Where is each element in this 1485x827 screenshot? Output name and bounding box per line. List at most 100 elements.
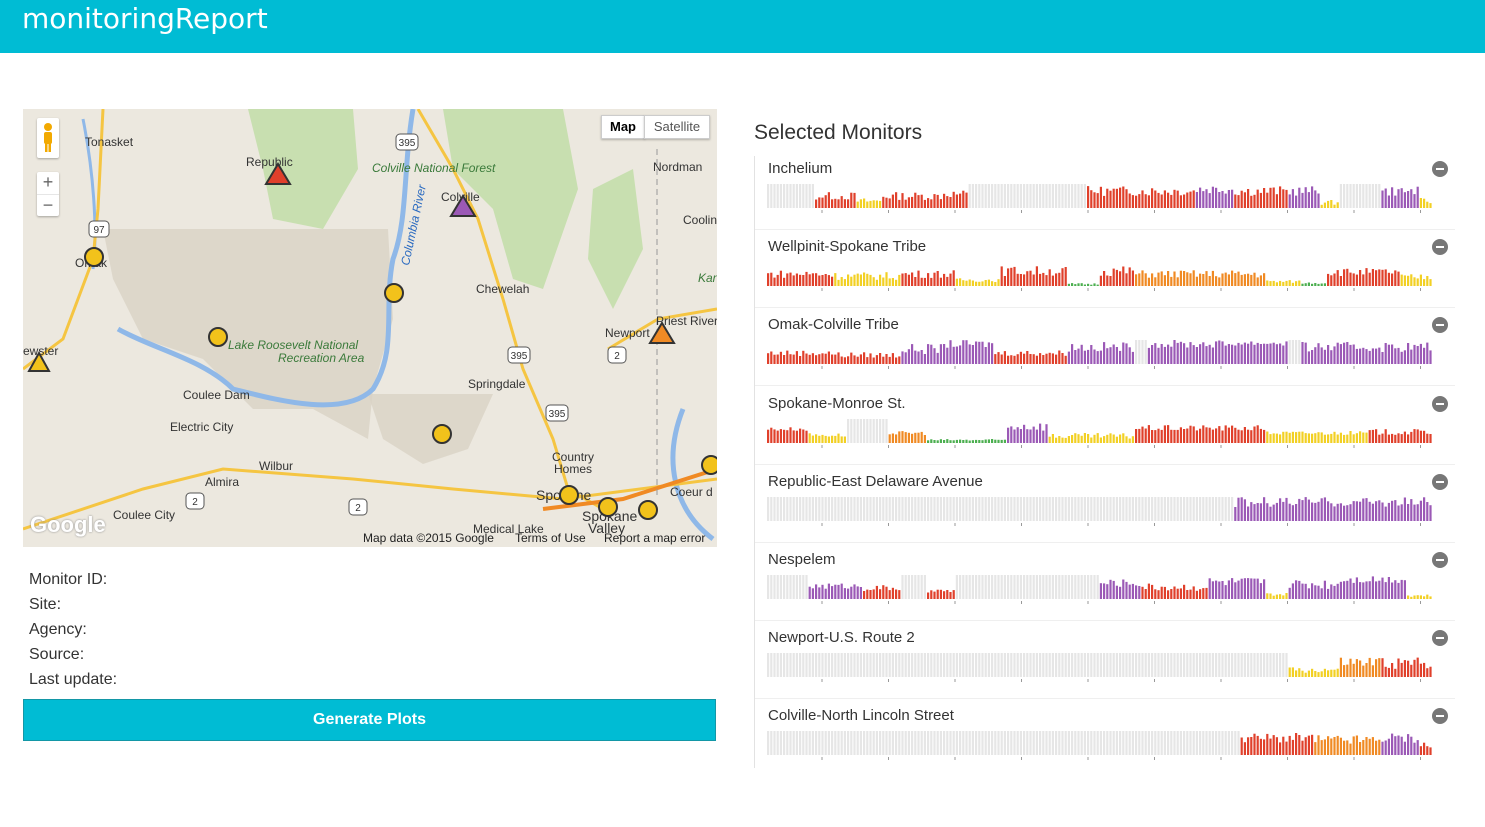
monitor-marker[interactable] xyxy=(638,500,658,520)
sparkline-bar xyxy=(1221,273,1224,286)
sparkline-bar xyxy=(789,497,792,521)
sparkline-bar xyxy=(991,439,994,443)
sparkline-bar xyxy=(1234,731,1237,755)
sparkline-bar xyxy=(1327,434,1330,443)
remove-monitor-icon[interactable] xyxy=(1432,474,1448,490)
generate-plots-button[interactable]: Generate Plots xyxy=(23,699,716,741)
sparkline-bar xyxy=(1247,506,1250,521)
monitor-marker[interactable] xyxy=(598,497,618,517)
sparkline-bar xyxy=(843,588,846,599)
remove-monitor-icon[interactable] xyxy=(1432,630,1448,646)
sparkline-bar xyxy=(1269,281,1272,286)
sparkline-bar xyxy=(1199,497,1202,521)
sparkline-bar xyxy=(888,434,891,443)
monitor-marker[interactable] xyxy=(559,485,579,505)
sparkline-bar xyxy=(1135,195,1138,208)
sparkline-bar xyxy=(1211,497,1214,521)
sparkline-bar xyxy=(1157,497,1160,521)
sparkline-bar xyxy=(837,352,840,364)
report-map-error-link[interactable]: Report a map error xyxy=(604,531,706,545)
zoom-in-button[interactable]: + xyxy=(42,172,54,192)
sparkline-bar xyxy=(1026,271,1029,286)
sparkline-bar xyxy=(1375,270,1378,286)
sparkline-bar xyxy=(971,575,974,599)
sparkline-bar xyxy=(1333,204,1336,208)
place-label: Republic xyxy=(246,155,293,169)
map-type-map-button[interactable]: Map xyxy=(601,115,645,139)
monitor-marker[interactable] xyxy=(432,424,452,444)
sparkline-bar xyxy=(1115,731,1118,755)
remove-monitor-icon[interactable] xyxy=(1432,161,1448,177)
sparkline-bar xyxy=(1282,189,1285,208)
sparkline-bar xyxy=(1080,184,1083,208)
sparkline-bar xyxy=(1083,731,1086,755)
sparkline-bar xyxy=(1320,204,1323,208)
terms-of-use-link[interactable]: Terms of Use xyxy=(515,531,586,545)
monitor-marker[interactable] xyxy=(384,283,404,303)
route-shield: 395 xyxy=(549,409,566,420)
monitor-marker-triangle[interactable] xyxy=(264,162,292,185)
sparkline-bar xyxy=(1282,736,1285,755)
sparkline-bar xyxy=(1403,497,1406,521)
sparkline-bar xyxy=(1112,268,1115,286)
sparkline-bar xyxy=(1013,731,1016,755)
monitor-marker[interactable] xyxy=(84,247,104,267)
sparkline-bar xyxy=(1407,343,1410,364)
sparkline-bar xyxy=(853,192,856,208)
sparkline-bar xyxy=(1154,343,1157,364)
map[interactable]: Tonasket Republic Colville National Fore… xyxy=(23,109,717,547)
sparkline-bar xyxy=(1154,430,1157,443)
remove-monitor-icon[interactable] xyxy=(1432,396,1448,412)
sparkline-bar xyxy=(1019,575,1022,599)
sparkline-bar xyxy=(770,575,773,599)
remove-monitor-icon[interactable] xyxy=(1432,239,1448,255)
sparkline-bar xyxy=(968,184,971,208)
remove-monitor-icon[interactable] xyxy=(1432,317,1448,333)
sparkline-bar xyxy=(1058,272,1061,286)
monitor-marker[interactable] xyxy=(208,327,228,347)
sparkline-bar xyxy=(1250,274,1253,286)
sparkline-bar xyxy=(1189,589,1192,599)
sparkline-bar xyxy=(962,190,965,208)
sparkline-bar xyxy=(840,277,843,286)
sparkline-bar xyxy=(1266,653,1269,677)
sparkline-bar xyxy=(1330,669,1333,677)
map-canvas[interactable]: Tonasket Republic Colville National Fore… xyxy=(23,109,717,547)
sparkline-bar xyxy=(799,428,802,443)
monitor-marker[interactable] xyxy=(701,455,717,475)
sparkline-bar xyxy=(879,731,882,755)
sparkline-bar xyxy=(891,194,894,208)
monitor-marker-triangle[interactable] xyxy=(449,194,477,217)
remove-monitor-icon[interactable] xyxy=(1432,708,1448,724)
monitor-marker-triangle[interactable] xyxy=(27,350,51,372)
sparkline-bar xyxy=(1205,497,1208,521)
sparkline-bar xyxy=(975,341,978,364)
monitor-name: Inchelium xyxy=(768,160,833,177)
sparkline-bar xyxy=(1304,433,1307,443)
sparkline-bar xyxy=(1387,344,1390,364)
sparkline-bar xyxy=(792,653,795,677)
sparkline-bar xyxy=(776,497,779,521)
sparkline-bar xyxy=(1151,345,1154,364)
remove-monitor-icon[interactable] xyxy=(1432,552,1448,568)
sparkline-bar xyxy=(1211,653,1214,677)
sparkline-bar xyxy=(965,439,968,443)
sparkline-bar xyxy=(1237,342,1240,364)
map-type-satellite-button[interactable]: Satellite xyxy=(644,115,710,139)
sparkline-bar xyxy=(1237,497,1240,521)
sparkline-bar xyxy=(783,355,786,364)
sparkline-bar xyxy=(981,281,984,286)
sparkline-bar xyxy=(1416,429,1419,443)
sparkline-bar xyxy=(978,281,981,286)
sparkline-bar xyxy=(1333,737,1336,755)
sparkline-bar xyxy=(872,731,875,755)
sparkline-bar xyxy=(914,192,917,208)
sparkline-bar xyxy=(1032,354,1035,364)
monitor-marker-triangle[interactable] xyxy=(648,321,676,344)
zoom-out-button[interactable]: − xyxy=(37,194,59,216)
sparkline-bar xyxy=(799,653,802,677)
street-view-pegman-icon[interactable] xyxy=(37,118,59,158)
sparkline-bar xyxy=(1391,344,1394,364)
sparkline-bar xyxy=(1199,273,1202,286)
sparkline-bar xyxy=(1096,731,1099,755)
